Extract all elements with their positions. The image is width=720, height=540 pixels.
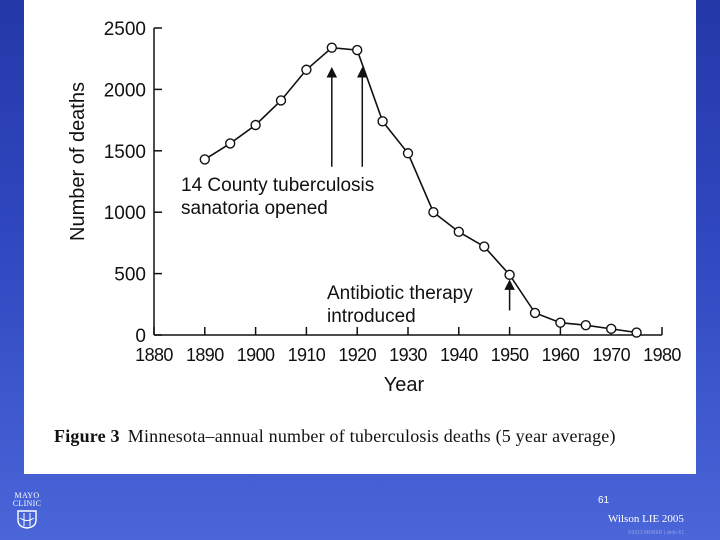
data-point bbox=[529, 307, 541, 319]
data-point bbox=[326, 42, 337, 53]
data-point bbox=[453, 226, 464, 238]
shield-icon bbox=[17, 510, 37, 529]
data-point bbox=[580, 319, 591, 331]
data-point bbox=[199, 154, 211, 165]
y-tick-label: 0 bbox=[135, 326, 146, 347]
y-tick-label: 2500 bbox=[104, 19, 146, 40]
logo-line-1: MAYO bbox=[14, 491, 40, 500]
x-tick-label: 1960 bbox=[542, 345, 580, 365]
data-point bbox=[275, 95, 287, 106]
y-tick-label: 2000 bbox=[104, 80, 146, 101]
slide-number: 61 bbox=[598, 495, 610, 506]
caption-text: Minnesota–annual number of tuberculosis … bbox=[127, 426, 616, 446]
citation: Wilson LIE 2005 bbox=[608, 513, 684, 525]
x-tick-label: 1950 bbox=[491, 345, 529, 365]
x-tick-label: 1980 bbox=[643, 345, 681, 365]
data-point bbox=[250, 119, 261, 131]
mayo-clinic-logo: MAYO CLINIC bbox=[7, 492, 47, 534]
data-point bbox=[555, 317, 566, 328]
x-tick-label: 1940 bbox=[440, 345, 478, 365]
antibiotic-annotation-text: Antibiotic therapy bbox=[327, 283, 473, 304]
data-point bbox=[224, 138, 236, 149]
data-point bbox=[479, 241, 490, 252]
data-point bbox=[631, 327, 642, 338]
logo-line-2: CLINIC bbox=[12, 499, 42, 508]
x-axis-title: Year bbox=[384, 374, 425, 396]
caption-label: Figure 3 bbox=[54, 426, 120, 446]
data-point bbox=[377, 116, 388, 127]
figure-panel: 0 500 1000 1500 2000 2500 1880 1890 1900 1910 1920… bbox=[24, 0, 696, 474]
x-tick-label: 1900 bbox=[237, 345, 275, 365]
sanatoria-annotation-text: sanatoria opened bbox=[181, 198, 328, 219]
data-point bbox=[402, 148, 414, 159]
x-tick-label: 1920 bbox=[338, 345, 376, 365]
x-tick-label: 1970 bbox=[592, 345, 630, 365]
y-tick-label: 1000 bbox=[104, 203, 146, 224]
data-point bbox=[352, 44, 363, 56]
data-point bbox=[504, 269, 515, 281]
figure-caption: Figure 3 Minnesota–annual number of tuber… bbox=[54, 425, 679, 447]
data-point bbox=[606, 323, 617, 335]
y-tick-label: 500 bbox=[114, 265, 146, 286]
x-tick-label: 1930 bbox=[389, 345, 427, 365]
data-point bbox=[428, 206, 439, 218]
copyright-notice: ©2013 MFMER | slide-61 bbox=[628, 530, 685, 536]
y-axis-title: Number of deaths bbox=[67, 82, 89, 241]
antibiotic-annotation-text: introduced bbox=[327, 306, 416, 327]
x-tick-label: 1880 bbox=[135, 345, 173, 365]
y-tick-label: 1500 bbox=[104, 142, 146, 163]
data-point bbox=[301, 64, 312, 75]
sanatoria-annotation-text: 14 County tuberculosis bbox=[181, 175, 374, 196]
line-chart: 0 500 1000 1500 2000 2500 1880 1890 1900 1910 1920… bbox=[67, 19, 682, 396]
x-tick-label: 1910 bbox=[288, 345, 326, 365]
x-tick-label: 1890 bbox=[186, 345, 224, 365]
